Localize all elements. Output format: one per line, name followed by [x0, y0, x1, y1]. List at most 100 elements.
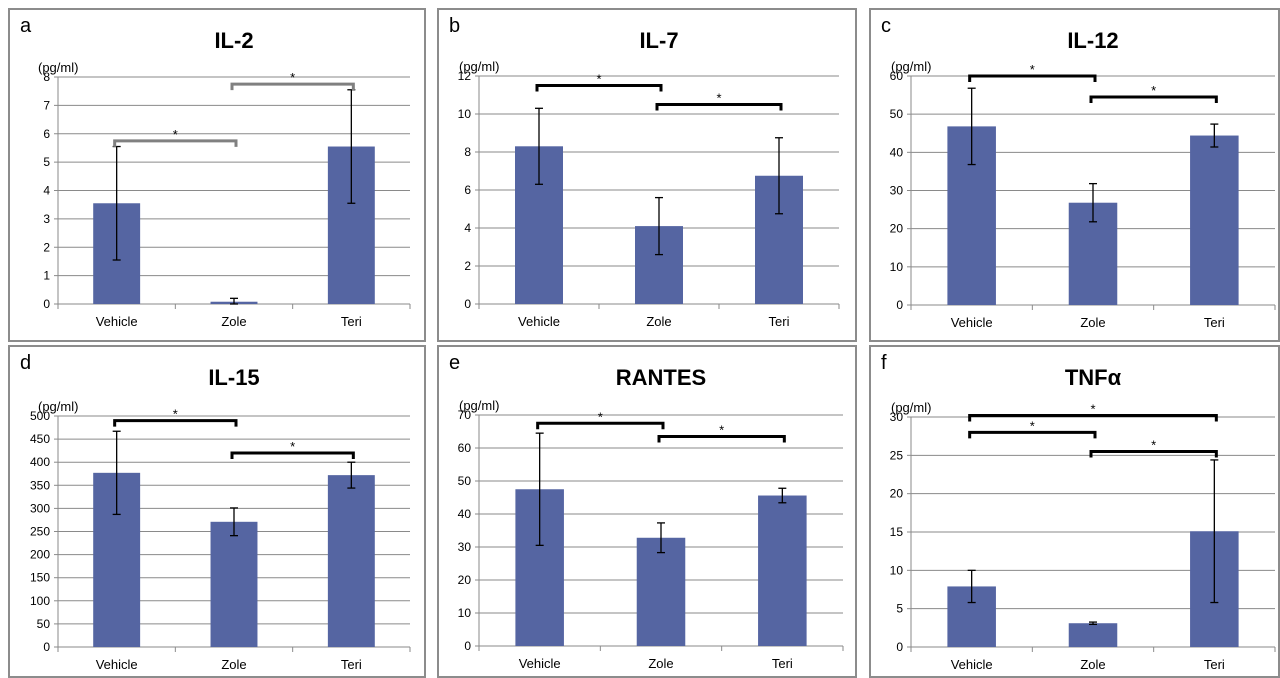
significance-bracket	[535, 84, 663, 92]
unit-label: (pg/ml)	[38, 60, 78, 75]
y-tick-label: 150	[30, 571, 50, 585]
chart-title: IL-7	[639, 28, 678, 53]
bar-zole	[210, 521, 258, 647]
significance-bracket	[536, 421, 665, 430]
y-tick-label: 40	[458, 507, 472, 521]
significance-bracket	[968, 430, 1097, 439]
significance-bracket	[968, 74, 1097, 82]
y-tick-label: 1	[43, 269, 50, 283]
y-tick-label: 40	[890, 145, 904, 159]
category-label: Teri	[769, 314, 790, 329]
significance-star: *	[596, 72, 601, 87]
significance-bracket	[1089, 95, 1218, 103]
chart-panel-b: b IL-7 (pg/ml) 0 2 4 6 8 10 12 Vehicle Zole Teri * *	[437, 8, 857, 342]
chart-panel-e: e RANTES (pg/ml) 0 10 20 30 40 50 60 70 Vehicle Zole…	[437, 345, 857, 678]
bar-zole	[636, 537, 686, 646]
chart-svg: a IL-2 (pg/ml) 0 1 2 3 4 5 6 7 8 Vehicle Zole Teri * *	[20, 15, 411, 329]
y-tick-label: 30	[458, 540, 472, 554]
unit-label: (pg/ml)	[459, 398, 499, 413]
significance-star: *	[1030, 62, 1035, 77]
bar-teri	[1190, 135, 1239, 305]
category-label: Teri	[341, 314, 362, 329]
y-tick-label: 12	[458, 69, 472, 83]
category-label: Teri	[1204, 315, 1225, 330]
y-tick-label: 6	[43, 127, 50, 141]
category-label: Zole	[646, 314, 671, 329]
y-tick-label: 250	[30, 525, 50, 539]
y-tick-label: 20	[458, 573, 472, 587]
chart-panel-f: f TNFα (pg/ml) 0 5 10 15 20 25 30 Vehicle Zole Teri *…	[869, 345, 1280, 678]
y-tick-label: 15	[890, 525, 904, 539]
y-tick-label: 100	[30, 594, 50, 608]
bar-teri	[327, 475, 375, 647]
y-tick-label: 20	[890, 222, 904, 236]
y-tick-label: 10	[890, 260, 904, 274]
significance-bracket	[230, 82, 355, 91]
significance-bracket	[655, 103, 783, 111]
y-tick-label: 500	[30, 409, 50, 423]
y-tick-label: 300	[30, 501, 50, 515]
y-tick-label: 60	[458, 441, 472, 455]
category-label: Teri	[772, 656, 793, 671]
y-tick-label: 20	[890, 487, 904, 501]
y-tick-label: 30	[890, 410, 904, 424]
significance-star: *	[719, 422, 724, 437]
significance-star: *	[598, 409, 603, 424]
significance-star: *	[1030, 418, 1035, 433]
unit-label: (pg/ml)	[891, 400, 931, 415]
y-tick-label: 25	[890, 448, 904, 462]
category-label: Vehicle	[518, 314, 560, 329]
y-tick-label: 5	[896, 602, 903, 616]
significance-bracket	[968, 413, 1218, 422]
y-tick-label: 50	[458, 474, 472, 488]
category-label: Vehicle	[951, 315, 993, 330]
chart-svg: e RANTES (pg/ml) 0 10 20 30 40 50 60 70 Vehicle Zole…	[449, 352, 844, 671]
category-label: Zole	[1080, 315, 1105, 330]
y-tick-label: 8	[464, 145, 471, 159]
significance-bracket	[113, 419, 238, 427]
category-label: Teri	[341, 657, 362, 672]
y-tick-label: 4	[464, 221, 471, 235]
significance-star: *	[173, 127, 178, 142]
significance-star: *	[1151, 438, 1156, 453]
chart-svg: c IL-12 (pg/ml) 0 10 20 30 40 50 60 Vehicle Zole Ter…	[881, 15, 1276, 330]
y-tick-label: 50	[890, 107, 904, 121]
significance-star: *	[290, 439, 295, 454]
y-tick-label: 6	[464, 183, 471, 197]
significance-star: *	[1151, 83, 1156, 98]
significance-bracket	[657, 434, 786, 443]
y-tick-label: 10	[458, 107, 472, 121]
significance-bracket	[113, 139, 238, 147]
chart-panel-c: c IL-12 (pg/ml) 0 10 20 30 40 50 60 Vehicle Zole Ter…	[869, 8, 1280, 342]
chart-panel-d: d IL-15 (pg/ml) 0 50 100 150 200 250 300 350 400 450…	[8, 345, 426, 678]
y-tick-label: 0	[43, 297, 50, 311]
y-tick-label: 0	[896, 298, 903, 312]
y-tick-label: 0	[464, 639, 471, 653]
unit-label: (pg/ml)	[38, 399, 78, 414]
y-tick-label: 0	[896, 640, 903, 654]
significance-star: *	[1090, 401, 1095, 416]
y-tick-label: 7	[43, 98, 50, 112]
y-tick-label: 3	[43, 212, 50, 226]
unit-label: (pg/ml)	[459, 59, 499, 74]
chart-svg: f TNFα (pg/ml) 0 5 10 15 20 25 30 Vehicle Zole Teri *…	[881, 352, 1276, 672]
chart-title: IL-12	[1067, 28, 1118, 53]
category-label: Vehicle	[96, 314, 138, 329]
y-tick-label: 8	[43, 70, 50, 84]
y-tick-label: 400	[30, 455, 50, 469]
y-tick-label: 4	[43, 184, 50, 198]
panel-letter: d	[20, 352, 31, 374]
chart-svg: b IL-7 (pg/ml) 0 2 4 6 8 10 12 Vehicle Zole Teri * *	[449, 15, 840, 329]
chart-title: RANTES	[616, 365, 706, 390]
y-tick-label: 10	[458, 606, 472, 620]
significance-star: *	[173, 407, 178, 422]
category-label: Teri	[1204, 657, 1225, 672]
significance-bracket	[230, 451, 355, 459]
panel-letter: e	[449, 352, 460, 374]
y-tick-label: 50	[37, 617, 51, 631]
y-tick-label: 0	[43, 640, 50, 654]
y-tick-label: 10	[890, 563, 904, 577]
y-tick-label: 30	[890, 184, 904, 198]
category-label: Zole	[221, 314, 246, 329]
chart-panel-a: a IL-2 (pg/ml) 0 1 2 3 4 5 6 7 8 Vehicle Zole Teri * *	[8, 8, 426, 342]
